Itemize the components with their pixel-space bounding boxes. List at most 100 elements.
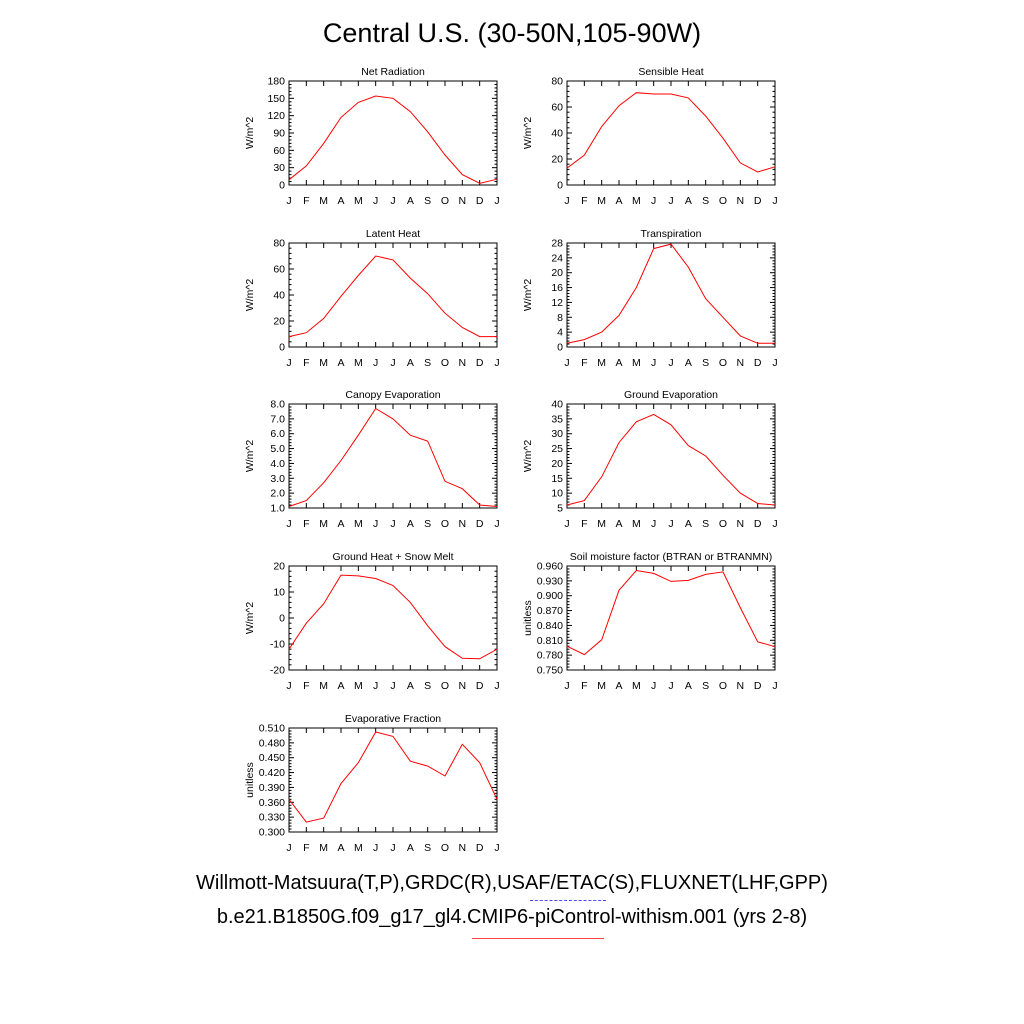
y-tick-label: 60 <box>273 264 285 276</box>
panel-title: Evaporative Fraction <box>345 713 441 725</box>
y-tick-label: 10 <box>273 587 285 599</box>
x-tick-label: M <box>632 680 641 692</box>
chart-panel-9: Evaporative Fraction unitless 0.300 0.330 0.… <box>244 713 500 854</box>
x-tick-label: N <box>737 195 745 207</box>
x-tick-label: M <box>319 842 328 854</box>
x-tick-label: J <box>286 357 291 369</box>
y-tick-label: 24 <box>551 252 563 264</box>
x-tick-label: J <box>494 518 499 530</box>
case-legend-line <box>472 938 604 939</box>
y-tick-label: 0.510 <box>259 723 285 735</box>
x-tick-label: A <box>337 680 344 692</box>
x-tick-label: N <box>459 842 467 854</box>
panel-title: Canopy Evaporation <box>345 389 440 401</box>
y-axis-label: W/m^2 <box>522 440 534 473</box>
x-tick-label: J <box>494 195 499 207</box>
y-axis-label: unitless <box>244 762 256 798</box>
chart-panel-5: Canopy Evaporation W/m^2 1.0 2.0 3.0 4.0 5.0 6.… <box>244 389 500 530</box>
y-tick-label: 0.360 <box>259 797 285 809</box>
x-tick-label: S <box>424 195 431 207</box>
y-tick-label: 0.900 <box>537 590 563 602</box>
y-tick-label: 2.0 <box>270 488 285 500</box>
x-tick-label: F <box>303 195 309 207</box>
x-tick-label: N <box>737 518 745 530</box>
y-axis-label: W/m^2 <box>244 279 256 312</box>
y-tick-label: 0.840 <box>537 620 563 632</box>
y-axis-label: W/m^2 <box>244 602 256 635</box>
model-series-line <box>566 569 776 656</box>
x-tick-label: J <box>373 680 378 692</box>
x-tick-label: D <box>476 842 484 854</box>
x-tick-label: A <box>407 680 414 692</box>
x-tick-label: A <box>685 357 692 369</box>
x-tick-label: N <box>459 195 467 207</box>
y-tick-label: 0.330 <box>259 812 285 824</box>
x-tick-label: J <box>668 357 673 369</box>
x-tick-label: O <box>441 680 449 692</box>
plot-frame <box>288 727 498 833</box>
y-tick-label: 0.930 <box>537 575 563 587</box>
plot-frame <box>288 242 498 348</box>
x-tick-label: D <box>754 195 762 207</box>
x-tick-label: M <box>632 195 641 207</box>
model-series-line <box>288 731 498 823</box>
y-tick-label: 0.960 <box>537 561 563 573</box>
x-tick-label: M <box>597 357 606 369</box>
x-tick-label: D <box>476 518 484 530</box>
x-tick-label: M <box>632 518 641 530</box>
y-tick-label: 90 <box>273 128 285 140</box>
y-tick-label: 0.390 <box>259 782 285 794</box>
x-tick-label: J <box>668 680 673 692</box>
y-tick-label: -20 <box>270 665 285 677</box>
x-tick-label: A <box>615 680 622 692</box>
y-tick-label: 7.0 <box>270 413 285 425</box>
chart-panel-7: Ground Heat + Snow Melt W/m^2 -20 -10 0 10 20 J… <box>244 551 500 692</box>
y-tick-label: 0.780 <box>537 650 563 662</box>
x-tick-label: O <box>719 680 727 692</box>
y-tick-label: 20 <box>273 316 285 328</box>
y-tick-label: 0.810 <box>537 635 563 647</box>
x-tick-label: J <box>564 357 569 369</box>
panel-title: Net Radiation <box>361 66 425 78</box>
y-tick-label: 80 <box>273 238 285 250</box>
x-tick-label: S <box>424 518 431 530</box>
y-axis-label: unitless <box>522 600 534 636</box>
y-tick-label: 1.0 <box>270 503 285 515</box>
x-tick-label: J <box>373 195 378 207</box>
x-tick-label: O <box>441 518 449 530</box>
y-tick-label: 0 <box>557 342 563 354</box>
x-tick-label: A <box>407 195 414 207</box>
y-tick-label: -10 <box>270 639 285 651</box>
y-tick-label: 28 <box>551 238 563 250</box>
plot-frame <box>566 403 776 509</box>
x-tick-label: J <box>390 195 395 207</box>
x-tick-label: M <box>319 518 328 530</box>
x-tick-label: J <box>390 518 395 530</box>
model-series-line <box>566 243 775 344</box>
y-tick-label: 20 <box>551 154 563 166</box>
x-tick-label: J <box>390 842 395 854</box>
x-tick-label: M <box>354 357 363 369</box>
x-tick-label: F <box>303 357 309 369</box>
x-tick-label: O <box>441 357 449 369</box>
y-tick-label: 80 <box>551 76 563 88</box>
y-tick-label: 0.450 <box>259 752 285 764</box>
x-tick-label: A <box>407 357 414 369</box>
x-tick-label: A <box>685 195 692 207</box>
x-tick-label: J <box>651 518 656 530</box>
x-tick-label: M <box>354 842 363 854</box>
panel-title: Soil moisture factor (BTRAN or BTRANMN) <box>570 551 772 563</box>
observation-sources-caption: Willmott-Matsuura(T,P),GRDC(R),USAF/ETAC… <box>196 872 828 894</box>
model-series-line <box>288 255 497 338</box>
x-tick-label: S <box>424 842 431 854</box>
x-tick-label: J <box>494 680 499 692</box>
x-tick-label: M <box>632 357 641 369</box>
plot-frame <box>288 565 498 671</box>
y-tick-label: 5.0 <box>270 443 285 455</box>
x-tick-label: S <box>424 680 431 692</box>
x-tick-label: N <box>737 357 745 369</box>
y-tick-label: 0.870 <box>537 605 563 617</box>
x-tick-label: A <box>337 195 344 207</box>
